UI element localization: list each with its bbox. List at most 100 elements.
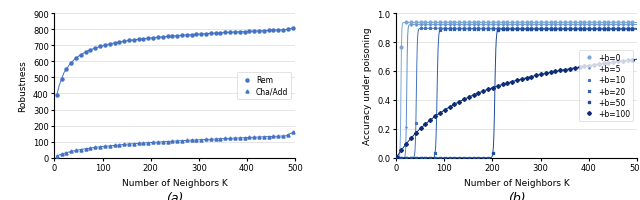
+b=100 <box>542 73 550 75</box>
Rem <box>212 33 220 35</box>
Legend: +b=0, +b=5, +b=10, +b=20, +b=50, +b=100: +b=0, +b=5, +b=10, +b=20, +b=50, +b=100 <box>579 50 633 122</box>
+b=50 <box>422 157 429 159</box>
+b=100 <box>465 96 473 99</box>
Cha/Add <box>207 138 214 141</box>
+b=20 <box>547 29 554 31</box>
+b=0 <box>431 22 439 25</box>
+b=100 <box>595 64 603 66</box>
+b=10 <box>576 28 584 30</box>
+b=100 <box>552 71 559 73</box>
+b=20 <box>417 157 424 159</box>
+b=10 <box>552 28 559 30</box>
+b=100 <box>397 149 405 152</box>
+b=0 <box>552 22 559 25</box>
+b=10 <box>600 28 607 30</box>
Cha/Add <box>149 141 157 144</box>
+b=100 <box>499 84 506 86</box>
+b=0 <box>566 22 573 25</box>
+b=5 <box>470 24 477 27</box>
+b=50 <box>455 157 463 159</box>
Rem <box>164 36 172 38</box>
+b=10 <box>407 157 415 159</box>
Cha/Add <box>82 148 90 150</box>
+b=5 <box>537 24 545 27</box>
Cha/Add <box>279 135 287 138</box>
+b=20 <box>412 157 420 159</box>
+b=10 <box>422 28 429 30</box>
+b=20 <box>614 29 622 31</box>
+b=5 <box>422 24 429 27</box>
+b=5 <box>393 157 401 159</box>
+b=0 <box>494 22 502 25</box>
Cha/Add <box>216 138 224 140</box>
Line: Cha/Add: Cha/Add <box>55 131 294 158</box>
+b=5 <box>412 24 420 27</box>
+b=10 <box>441 28 449 30</box>
+b=50 <box>624 29 632 31</box>
+b=20 <box>532 29 540 31</box>
+b=0 <box>624 22 632 25</box>
Cha/Add <box>275 135 282 138</box>
Rem <box>284 29 292 31</box>
+b=100 <box>484 89 492 91</box>
+b=10 <box>465 28 473 30</box>
+b=10 <box>532 28 540 30</box>
+b=0 <box>542 22 550 25</box>
+b=50 <box>417 157 424 159</box>
+b=50 <box>412 157 420 159</box>
Cha/Add <box>58 153 65 156</box>
+b=50 <box>571 29 579 31</box>
Rem <box>202 33 210 36</box>
+b=10 <box>455 28 463 30</box>
+b=10 <box>479 28 487 30</box>
+b=100 <box>412 132 420 135</box>
Rem <box>275 30 282 32</box>
+b=5 <box>518 24 525 27</box>
+b=0 <box>412 22 420 25</box>
+b=0 <box>426 22 434 25</box>
+b=10 <box>609 28 617 30</box>
+b=20 <box>494 29 502 31</box>
+b=100 <box>619 60 627 63</box>
+b=100 <box>576 67 584 69</box>
+b=5 <box>628 24 636 27</box>
+b=20 <box>609 29 617 31</box>
Rem <box>269 30 277 32</box>
Rem <box>63 68 70 71</box>
+b=20 <box>460 29 468 31</box>
+b=50 <box>518 29 525 31</box>
+b=0 <box>436 22 444 25</box>
+b=20 <box>470 29 477 31</box>
+b=5 <box>580 24 588 27</box>
+b=10 <box>580 28 588 30</box>
+b=0 <box>595 22 603 25</box>
+b=20 <box>499 29 506 31</box>
+b=0 <box>614 22 622 25</box>
+b=10 <box>460 28 468 30</box>
Rem <box>72 58 80 60</box>
+b=5 <box>566 24 573 27</box>
Rem <box>130 39 138 42</box>
+b=10 <box>542 28 550 30</box>
+b=50 <box>484 157 492 159</box>
Cha/Add <box>86 147 94 149</box>
+b=20 <box>431 152 439 154</box>
+b=100 <box>571 67 579 70</box>
+b=20 <box>628 29 636 31</box>
+b=50 <box>561 29 569 31</box>
+b=20 <box>393 157 401 159</box>
+b=0 <box>628 22 636 25</box>
Cha/Add <box>178 140 186 142</box>
Cha/Add <box>125 143 133 145</box>
+b=5 <box>614 24 622 27</box>
Line: +b=50: +b=50 <box>396 28 634 159</box>
+b=50 <box>465 157 473 159</box>
Rem <box>279 29 287 32</box>
+b=5 <box>586 24 593 27</box>
+b=50 <box>614 29 622 31</box>
Rem <box>82 51 90 54</box>
X-axis label: Number of Neighbors K: Number of Neighbors K <box>463 178 570 187</box>
+b=10 <box>523 28 531 30</box>
+b=0 <box>455 22 463 25</box>
+b=0 <box>605 22 612 25</box>
